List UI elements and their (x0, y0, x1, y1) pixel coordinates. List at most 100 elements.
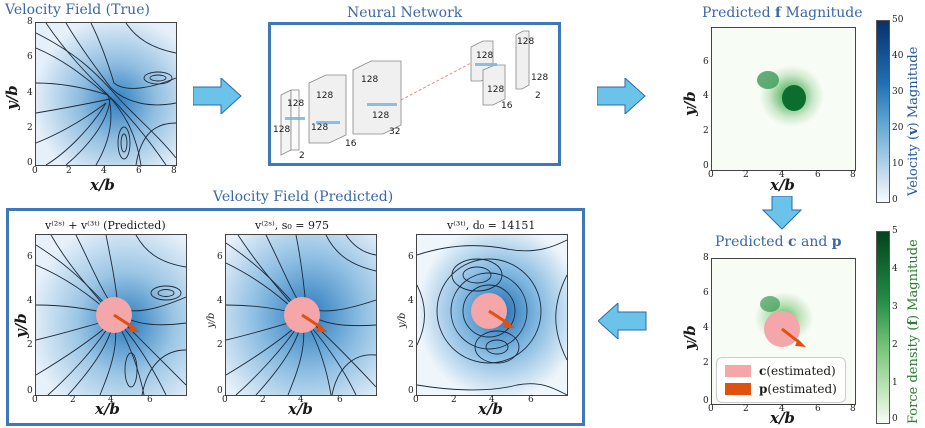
cp-xtick-8: 8 (850, 404, 856, 414)
fcbar-tick-1: 1 (892, 378, 898, 388)
sub1-xtick-4: 4 (108, 395, 114, 405)
f-ytick-4: 4 (703, 91, 709, 101)
cp-xtick-2: 2 (743, 404, 749, 414)
cp-ytick-8: 8 (703, 253, 709, 263)
sub2-xlabel: x/b (288, 400, 313, 418)
sub1-ytick-0: 0 (27, 386, 33, 396)
legend-item-p: p (estimated) (725, 380, 837, 398)
true-ytick-2: 2 (27, 123, 33, 133)
f-ytick-0: 0 (703, 161, 709, 171)
f-xlabel: x/b (770, 176, 795, 194)
sub3-title: v⁽³ᵗ⁾, d₀ = 14151 (447, 219, 536, 232)
sub2-xtick-6: 6 (337, 395, 343, 405)
sub2-ytick-0: 0 (217, 386, 223, 396)
f-xtick-8: 8 (850, 170, 856, 180)
true-field-streamlines (36, 23, 176, 165)
sub2-xtick-4: 4 (298, 395, 304, 405)
sub2-ylabel: y/b (206, 312, 217, 328)
nn-label-5a: 128 (517, 37, 535, 47)
sub3-streamlines (417, 235, 567, 395)
fcbar-tick-2: 2 (892, 340, 898, 350)
sub1-streamlines (36, 235, 186, 395)
sub1-ytick-4: 4 (27, 296, 33, 306)
sub3-xlabel: x/b (478, 400, 503, 418)
predicted-cp-title: Predicted c and p (715, 234, 842, 250)
sub1-xlabel: x/b (95, 400, 120, 418)
vcbar-tick-30: 30 (892, 87, 904, 97)
vcbar-tick-10: 10 (892, 159, 904, 169)
network-diagram (280, 30, 530, 156)
sub3-plot (416, 234, 568, 396)
predicted-f-plot (711, 27, 856, 171)
fcbar-tick-0: 0 (892, 414, 898, 424)
sub2-ytick-6: 6 (217, 252, 223, 262)
nn-label-1a: 128 (287, 99, 305, 109)
true-xlabel: x/b (90, 176, 115, 194)
sub1-ytick-6: 6 (27, 252, 33, 262)
sub1-xtick-0: 0 (32, 395, 38, 405)
sub3-ytick-4: 4 (408, 296, 414, 306)
true-xtick-0: 0 (32, 166, 38, 176)
nn-label-3c: 32 (389, 127, 401, 137)
cp-xtick-4: 4 (779, 404, 785, 414)
legend-item-c: c (estimated) (725, 362, 837, 380)
cp-xlabel: x/b (770, 409, 795, 427)
sub3-xtick-6: 6 (528, 395, 534, 405)
arrow-right-icon (597, 78, 646, 114)
p-estimated-arrow (781, 327, 801, 345)
cp-xtick-0: 0 (708, 404, 714, 414)
sub3-ytick-2: 2 (408, 340, 414, 350)
nn-label-4a: 128 (476, 51, 494, 61)
nn-label-4c: 16 (501, 101, 513, 111)
sub2-xtick-2: 2 (260, 395, 266, 405)
f-ytick-6: 6 (703, 57, 709, 67)
nn-label-5b: 128 (531, 73, 549, 83)
sub1-ylabel: y/b (12, 313, 30, 338)
true-ytick-6: 6 (27, 52, 33, 62)
fcbar-tick-3: 3 (892, 302, 898, 312)
nn-label-3b: 128 (372, 111, 390, 121)
arrow-left-icon (598, 303, 647, 339)
true-xtick-4: 4 (101, 166, 107, 176)
true-xtick-2: 2 (66, 166, 72, 176)
true-xtick-6: 6 (136, 166, 142, 176)
nn-label-1b: 128 (273, 125, 291, 135)
true-field-plot (35, 22, 177, 166)
sub1-xtick-2: 2 (70, 395, 76, 405)
sub3-xtick-4: 4 (489, 395, 495, 405)
sub1-title: v⁽²ˢ⁾ + v⁽³ᵗ⁾ (Predicted) (45, 219, 166, 232)
cp-ytick-2: 2 (703, 358, 709, 368)
predicted-f-heatmap (712, 28, 855, 170)
true-ytick-8: 8 (27, 17, 33, 27)
cp-ytick-4: 4 (703, 323, 709, 333)
true-ytick-0: 0 (27, 158, 33, 168)
vcbar-tick-40: 40 (892, 51, 904, 61)
legend-swatch-p (725, 383, 751, 395)
sub3-xtick-2: 2 (451, 395, 457, 405)
nn-label-2a: 128 (316, 91, 334, 101)
sub1-plot (35, 234, 187, 396)
cp-xtick-6: 6 (815, 404, 821, 414)
arrow-down-icon (762, 196, 802, 230)
cp-legend: c (estimated) p (estimated) (716, 357, 846, 403)
network-frame: 128 128 2 128 128 16 128 128 32 128 128 … (268, 22, 561, 166)
arrow-right-icon (193, 78, 242, 114)
true-xtick-8: 8 (171, 166, 177, 176)
sub2-ytick-4: 4 (217, 296, 223, 306)
sub1-xtick-6: 6 (147, 395, 153, 405)
true-ytick-4: 4 (27, 88, 33, 98)
f-ylabel: y/b (681, 91, 699, 116)
nn-label-2b: 128 (311, 123, 329, 133)
vcbar-tick-50: 50 (892, 15, 904, 25)
f-ytick-2: 2 (703, 126, 709, 136)
fcbar-tick-5: 5 (892, 226, 898, 236)
sub3-xtick-0: 0 (413, 395, 419, 405)
force-colorbar-label: Force density (f) Magnitude (906, 239, 921, 424)
vcbar-tick-20: 20 (892, 123, 904, 133)
fcbar-tick-4: 4 (892, 264, 898, 274)
nn-label-5c: 2 (535, 91, 541, 101)
sub3-ylabel: y/b (397, 312, 408, 328)
f-xtick-4: 4 (779, 170, 785, 180)
legend-swatch-c (725, 365, 751, 377)
sub2-xtick-0: 0 (222, 395, 228, 405)
